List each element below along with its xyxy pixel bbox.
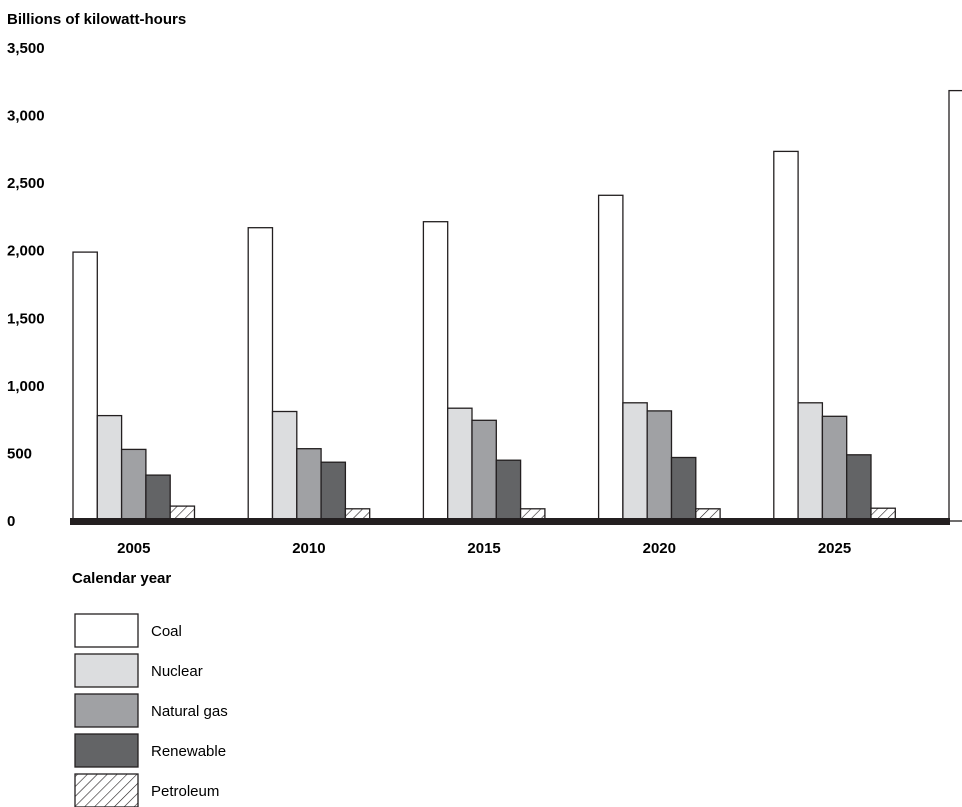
x-tick-label: 2005: [117, 540, 150, 557]
x-axis-title: Calendar year: [72, 570, 171, 587]
bar-coal-2030: [948, 89, 962, 522]
bar-renewable-2010: [320, 461, 347, 522]
bar-renewable-2005: [145, 474, 171, 522]
bar-natural-gas-2025: [821, 415, 848, 522]
y-tick-label: 0: [7, 513, 15, 530]
bar-nuclear-2010: [271, 410, 298, 522]
bar-natural-gas-2010: [296, 448, 322, 522]
bar-coal-2010: [247, 227, 274, 522]
legend-label-coal: Coal: [151, 623, 182, 640]
y-tick-label: 500: [7, 445, 32, 462]
bar-coal-2005: [72, 251, 98, 522]
legend-label-renewable: Renewable: [151, 743, 226, 760]
bar-renewable-2020: [670, 456, 697, 522]
y-tick-label: 2,500: [7, 175, 45, 192]
legend-swatch-natural-gas: [74, 693, 139, 728]
bar-natural-gas-2015: [471, 419, 497, 522]
bar-renewable-2025: [846, 454, 872, 522]
x-tick-label: 2025: [818, 540, 851, 557]
y-tick-label: 1,000: [7, 378, 45, 395]
bar-natural-gas-2005: [120, 448, 147, 522]
legend-swatch-nuclear: [74, 653, 139, 688]
x-tick-label: 2020: [643, 540, 676, 557]
y-axis-ticks: 0 500 1,000 1,500 2,000 2,500 3,000 3,500: [7, 40, 45, 530]
legend-swatch-coal: [74, 613, 139, 648]
bar-coal-2020: [597, 194, 624, 522]
bar-coal-2015: [422, 221, 449, 522]
y-tick-label: 3,000: [7, 108, 45, 125]
x-axis-baseline: [70, 518, 950, 525]
legend-label-natural-gas: Natural gas: [151, 703, 228, 720]
bar-coal-2025: [773, 150, 799, 522]
bars: [72, 89, 962, 522]
bar-renewable-2015: [495, 459, 522, 522]
bar-natural-gas-2020: [646, 410, 673, 522]
bar-nuclear-2015: [447, 407, 473, 522]
y-axis-title: Billions of kilowatt-hours: [7, 11, 186, 28]
y-tick-label: 1,500: [7, 310, 45, 327]
legend-swatch-petroleum: [74, 773, 139, 807]
legend-label-nuclear: Nuclear: [151, 663, 203, 680]
y-tick-label: 3,500: [7, 40, 45, 57]
bar-nuclear-2005: [96, 414, 123, 522]
x-tick-label: 2015: [467, 540, 500, 557]
bar-nuclear-2025: [797, 402, 824, 522]
x-tick-label: 2010: [292, 540, 325, 557]
legend: Coal Nuclear Natural gas Renewable Petroleum: [74, 613, 228, 807]
x-axis-ticks: 200520102015202020252030: [117, 540, 851, 557]
y-tick-label: 2,000: [7, 243, 45, 260]
bar-nuclear-2020: [622, 402, 648, 522]
legend-label-petroleum: Petroleum: [151, 783, 219, 800]
legend-swatch-renewable: [74, 733, 139, 768]
